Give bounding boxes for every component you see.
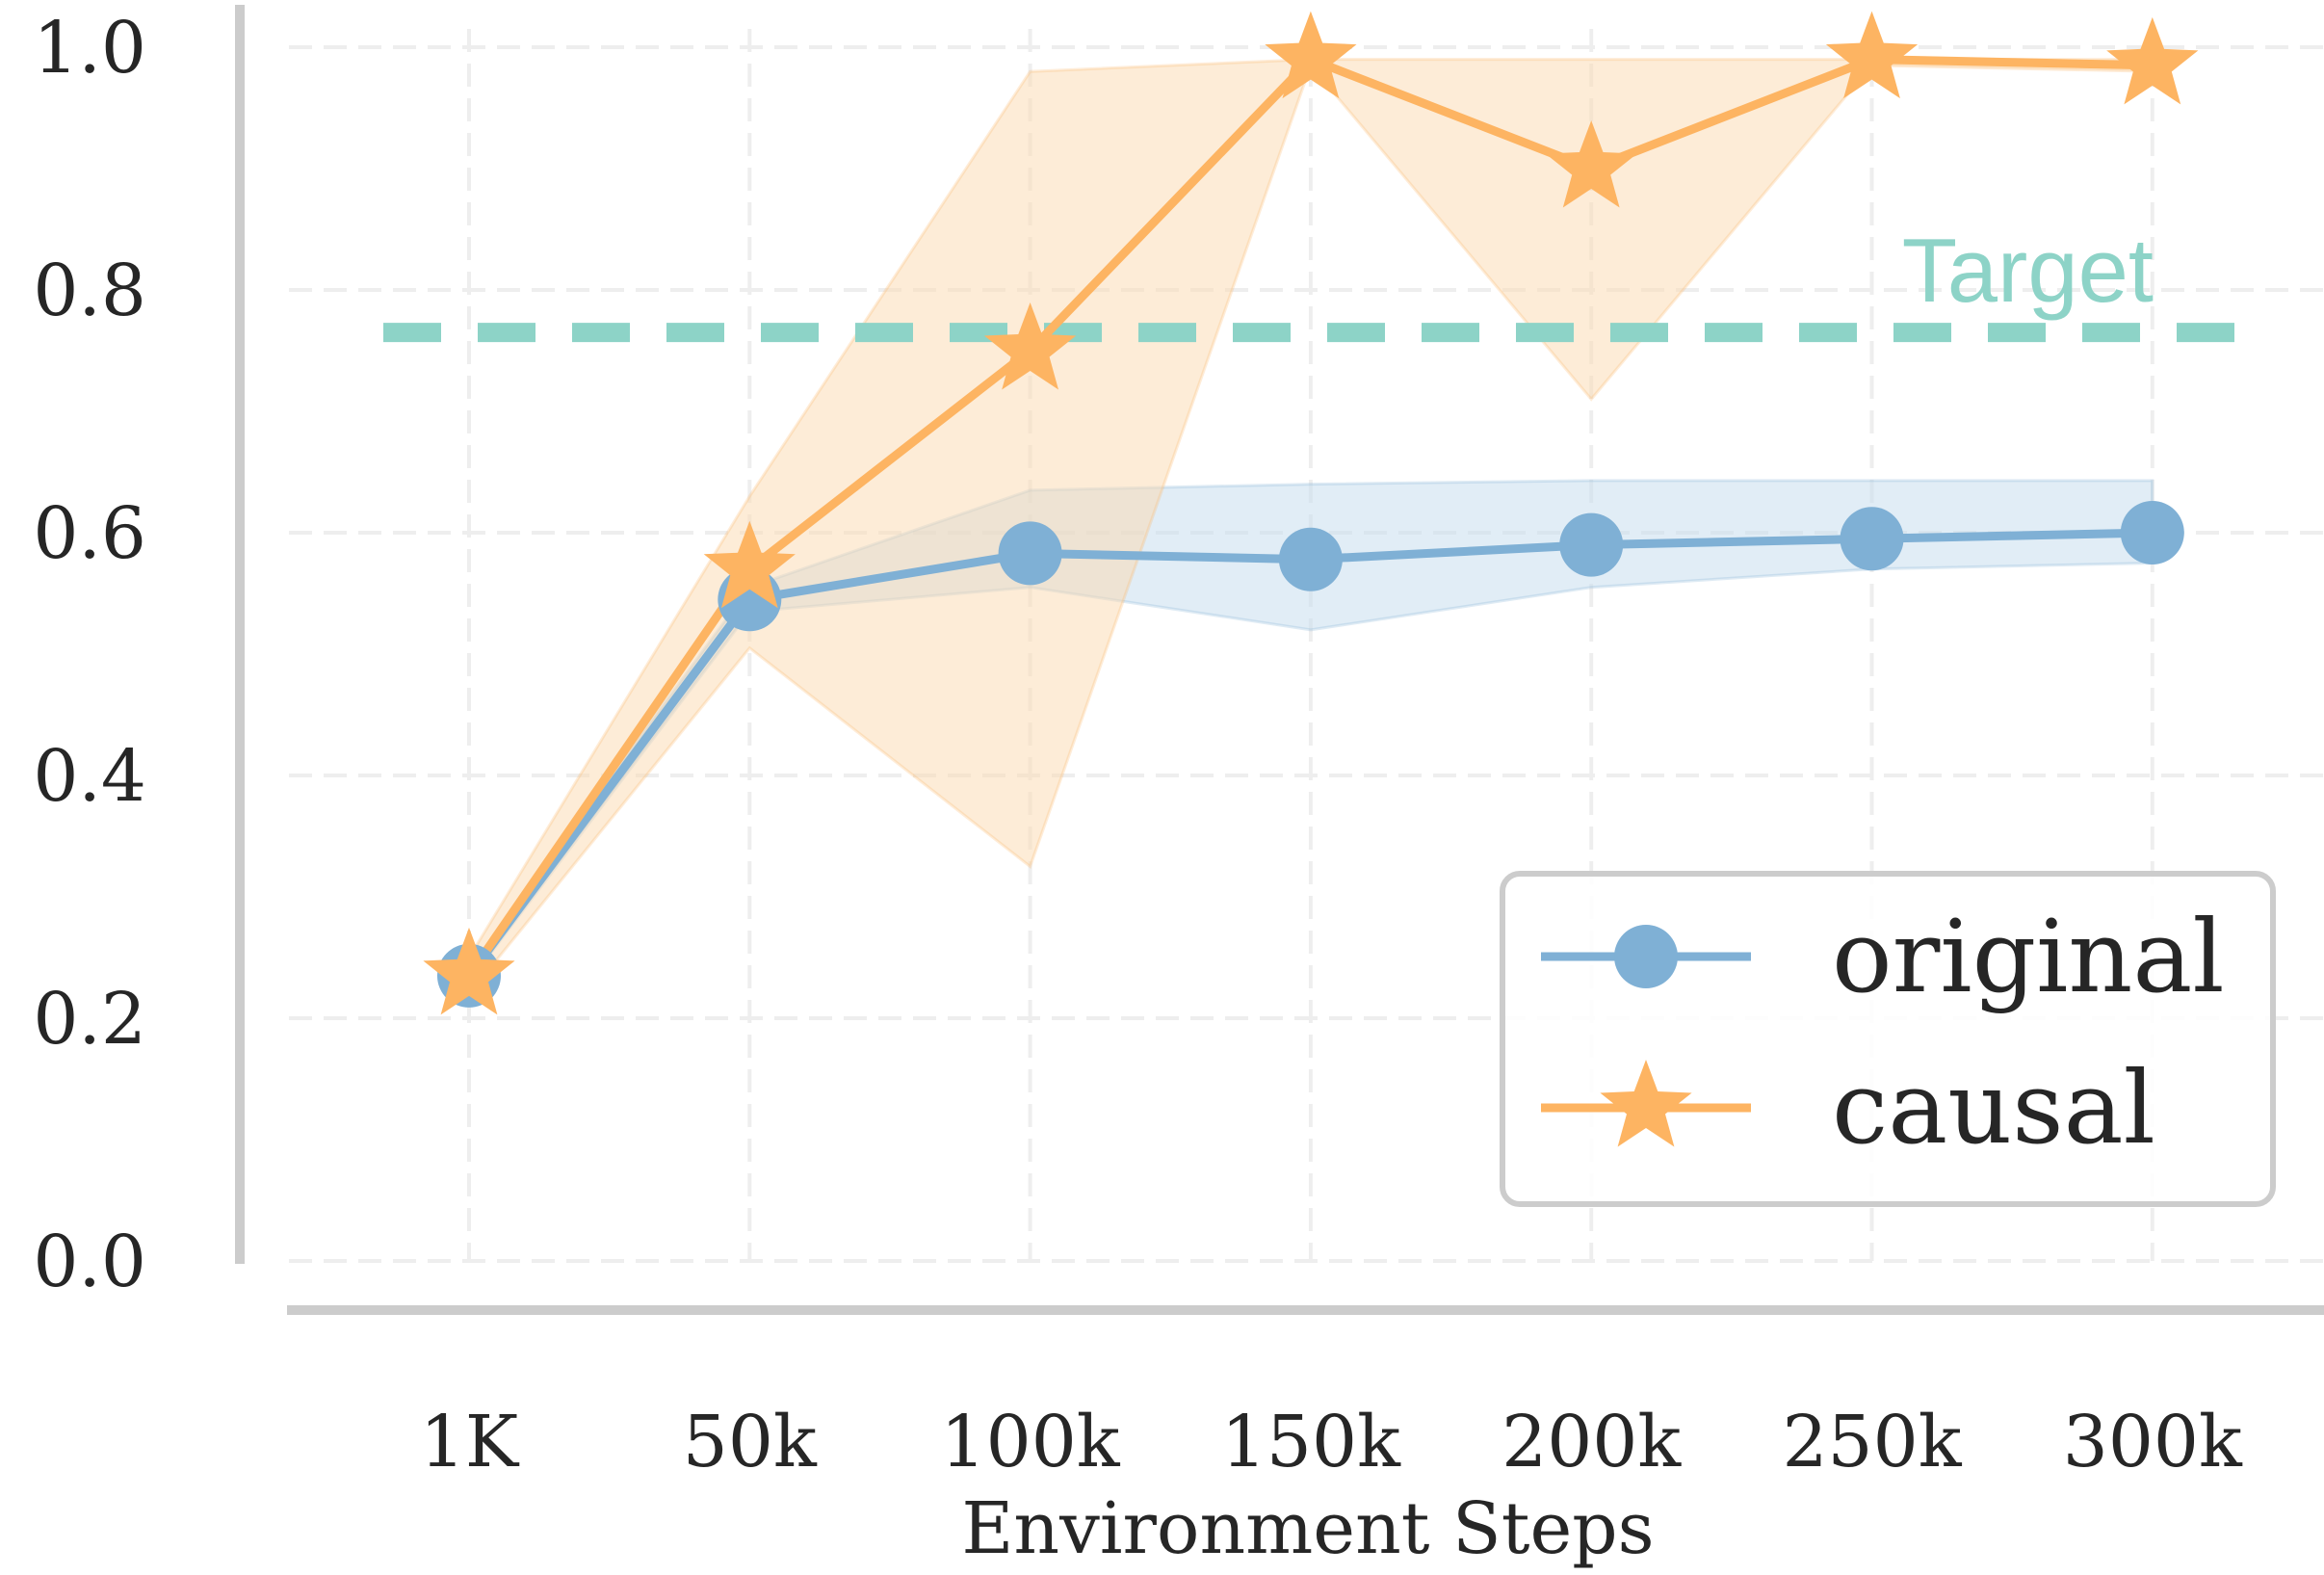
y-tick-label-3: 0.6	[33, 492, 146, 575]
target-label: Target	[1902, 220, 2154, 321]
causal-point-2	[984, 302, 1077, 390]
legend-marker-original	[1614, 925, 1678, 988]
original-point-2	[998, 521, 1062, 586]
original-point-4	[1559, 512, 1624, 577]
x-tick-label-3: 150k	[1221, 1401, 1401, 1483]
x-axis-title: Environment Steps	[961, 1487, 1654, 1570]
x-tick-label-2: 100k	[941, 1401, 1121, 1483]
causal-point-1	[703, 520, 796, 609]
x-tick-label-1: 50k	[683, 1401, 818, 1483]
y-tick-labels: 0.0 0.2 0.4 0.6 0.8 1.0	[33, 7, 146, 1303]
y-tick-label-1: 0.2	[33, 978, 146, 1061]
legend-label-causal: causal	[1832, 1049, 2155, 1167]
x-tick-label-6: 300k	[2063, 1401, 2243, 1483]
legend-label-original: original	[1832, 898, 2225, 1015]
causal-point-3	[1265, 11, 1357, 99]
x-tick-label-0: 1K	[420, 1401, 520, 1483]
legend: original causal	[1500, 871, 2276, 1207]
target-line-group: Target	[383, 220, 2234, 343]
x-tick-labels: 1K 50k 100k 150k 200k 250k 300k	[420, 1401, 2243, 1483]
causal-point-6	[2106, 16, 2199, 105]
original-point-6	[2120, 501, 2184, 564]
legend-marker-causal	[1600, 1060, 1692, 1147]
x-tick-label-4: 200k	[1501, 1401, 1682, 1483]
original-point-3	[1278, 527, 1343, 591]
causal-point-0	[423, 927, 515, 1015]
causal-point-5	[1825, 11, 1919, 99]
series-markers	[423, 11, 2199, 1015]
x-tick-label-5: 250k	[1782, 1401, 1962, 1483]
y-tick-label-5: 1.0	[33, 7, 146, 90]
y-tick-label-2: 0.4	[33, 735, 146, 818]
y-tick-label-0: 0.0	[33, 1221, 146, 1303]
original-point-5	[1840, 507, 1904, 571]
y-tick-label-4: 0.8	[33, 249, 146, 332]
legend-items: original causal	[1541, 898, 2225, 1167]
causal-point-4	[1545, 120, 1637, 208]
